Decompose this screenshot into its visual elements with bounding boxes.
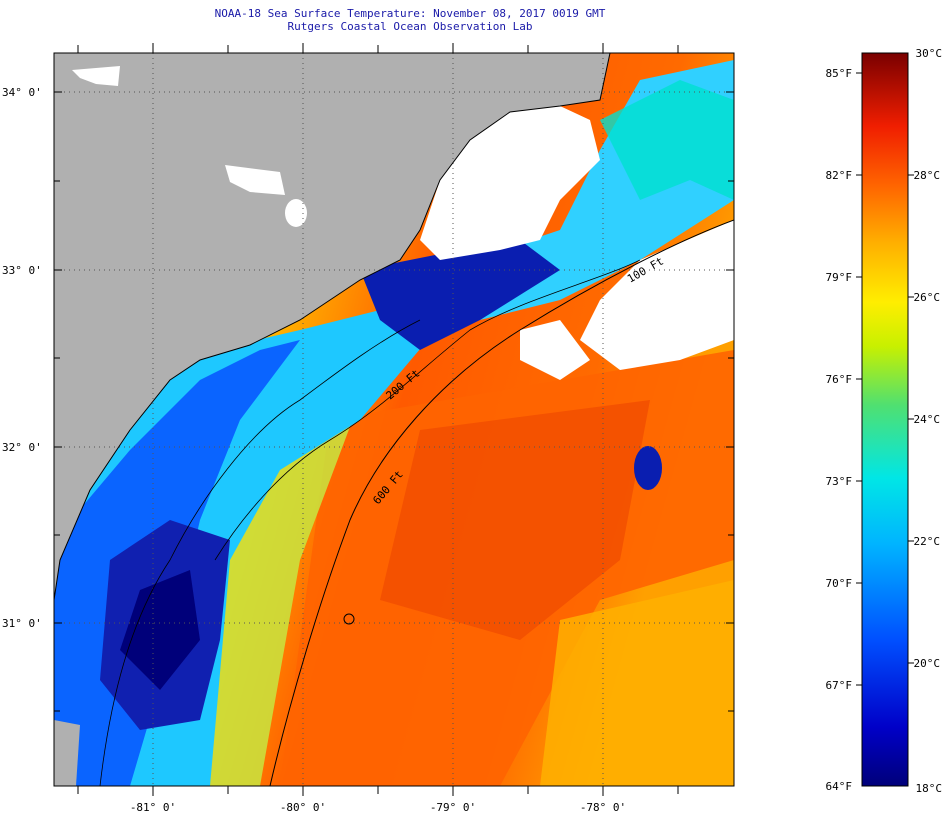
- colorbar-c-26: 26°C: [914, 291, 941, 304]
- colorbar-c-24: 24°C: [914, 413, 941, 426]
- lat-label-31: 31° 0': [2, 617, 42, 630]
- colorbar-f-76: 76°F: [826, 373, 853, 386]
- colorbar-f-67: 67°F: [826, 679, 853, 692]
- colorbar-c-20: 20°C: [914, 657, 941, 670]
- colorbar-c-30: 30°C: [916, 47, 943, 60]
- colorbar-f-73: 73°F: [826, 475, 853, 488]
- lon-label-80: -80° 0': [280, 801, 326, 814]
- colorbar-c-18: 18°C: [916, 782, 943, 795]
- colorbar-c-22: 22°C: [914, 535, 941, 548]
- colorbar-c-28: 28°C: [914, 169, 941, 182]
- map-frame: [53, 52, 735, 787]
- lon-ticks: [77, 43, 679, 796]
- map-subtitle: Rutgers Coastal Ocean Observation Lab: [287, 20, 533, 33]
- map-title: NOAA-18 Sea Surface Temperature: Novembe…: [214, 7, 606, 20]
- colorbar-f-85: 85°F: [826, 67, 853, 80]
- colorbar-f-64: 64°F: [826, 780, 853, 793]
- colorbar-f-79: 79°F: [826, 271, 853, 284]
- lon-label-79: -79° 0': [430, 801, 476, 814]
- colorbar-f-70: 70°F: [826, 577, 853, 590]
- lat-label-34: 34° 0': [2, 86, 42, 99]
- lat-ticks: [54, 91, 734, 712]
- colorbar-f-82: 82°F: [826, 169, 853, 182]
- lon-label-78: -78° 0': [580, 801, 626, 814]
- lat-label-32: 32° 0': [2, 441, 42, 454]
- lon-label-81: -81° 0': [130, 801, 176, 814]
- map-image: [54, 53, 734, 786]
- colorbar-ticks: [856, 72, 914, 686]
- lat-label-33: 33° 0': [2, 264, 42, 277]
- colorbar: [861, 52, 909, 787]
